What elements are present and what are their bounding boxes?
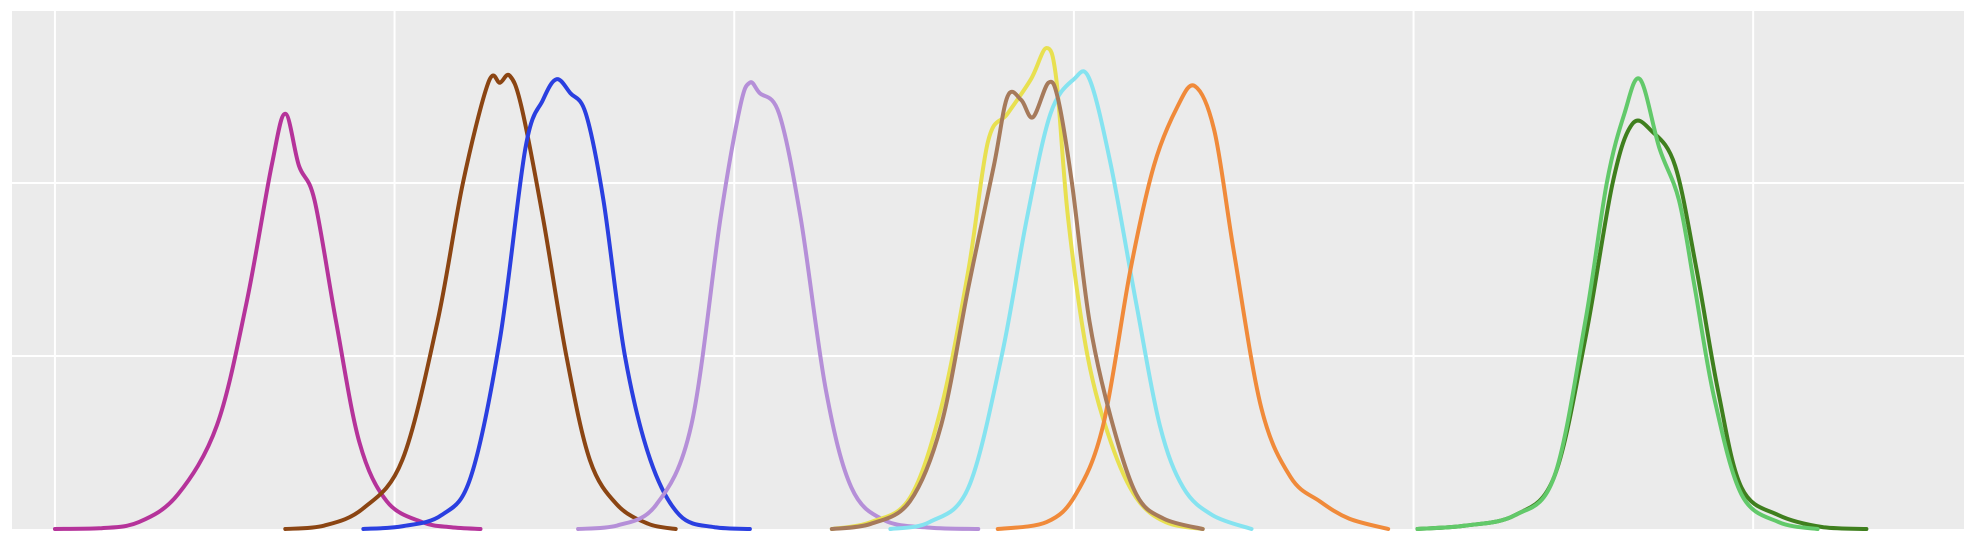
grid-lines xyxy=(12,9,1964,529)
plot-background xyxy=(12,10,1964,529)
density-line-6 xyxy=(888,69,1254,531)
density-line-5 xyxy=(829,46,1205,531)
series-lines xyxy=(52,46,1869,531)
density-line-2 xyxy=(283,72,678,531)
density-line-7 xyxy=(995,83,1391,531)
density-line-3 xyxy=(361,77,752,531)
density-line-4 xyxy=(576,80,981,531)
density-line-1 xyxy=(52,111,483,531)
density-line-8 xyxy=(829,79,1205,531)
density-line-10 xyxy=(1415,76,1820,531)
